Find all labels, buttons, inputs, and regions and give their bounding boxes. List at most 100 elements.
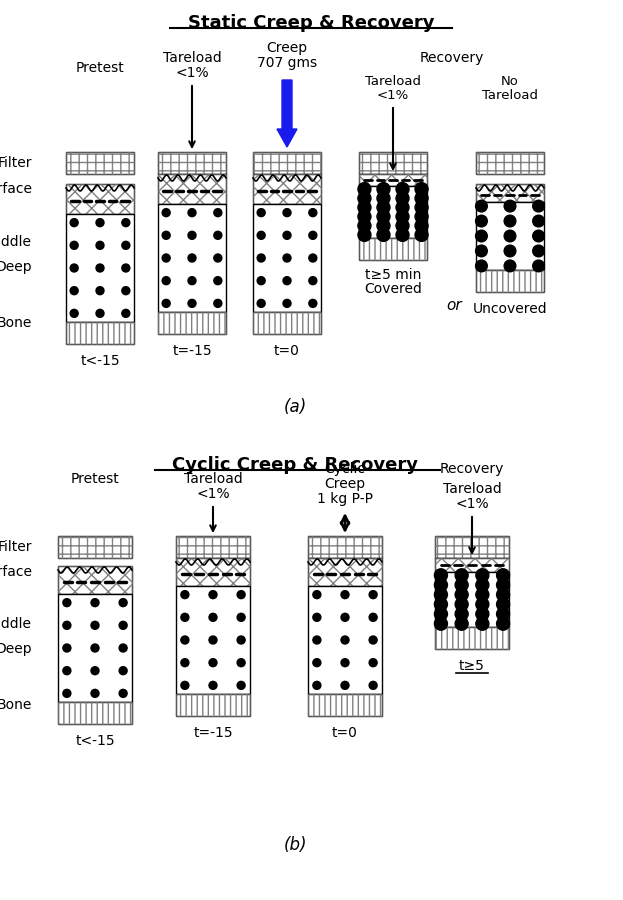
- Circle shape: [476, 579, 489, 591]
- Circle shape: [96, 219, 104, 227]
- Circle shape: [283, 231, 291, 239]
- Bar: [476, 152, 544, 174]
- Text: t<-15: t<-15: [75, 734, 115, 748]
- Circle shape: [188, 254, 196, 262]
- Circle shape: [497, 569, 510, 581]
- Bar: [158, 312, 226, 334]
- Circle shape: [434, 589, 447, 601]
- Text: Deep: Deep: [0, 642, 32, 655]
- Circle shape: [533, 245, 545, 256]
- Circle shape: [396, 210, 409, 223]
- Text: Recovery: Recovery: [440, 462, 504, 476]
- Bar: [58, 594, 132, 702]
- Text: t=-15: t=-15: [193, 726, 233, 740]
- Bar: [176, 536, 250, 558]
- Bar: [58, 702, 132, 724]
- Circle shape: [122, 219, 130, 227]
- Circle shape: [119, 689, 127, 698]
- Text: Deep: Deep: [0, 259, 32, 274]
- Bar: [308, 694, 382, 716]
- Circle shape: [63, 621, 71, 629]
- Circle shape: [475, 245, 487, 256]
- Bar: [66, 214, 134, 322]
- Text: Surface: Surface: [0, 565, 32, 579]
- Bar: [66, 184, 134, 214]
- Bar: [176, 694, 250, 716]
- Circle shape: [415, 183, 428, 195]
- Text: Cyclic: Cyclic: [325, 462, 366, 476]
- Circle shape: [181, 636, 189, 644]
- Text: Pretest: Pretest: [75, 61, 125, 75]
- FancyArrow shape: [277, 80, 297, 147]
- Circle shape: [415, 201, 428, 214]
- Circle shape: [396, 220, 409, 232]
- Bar: [176, 558, 250, 586]
- Bar: [66, 184, 134, 214]
- Text: Filter: Filter: [0, 156, 32, 170]
- Text: Uncovered: Uncovered: [473, 302, 548, 316]
- Circle shape: [63, 598, 71, 607]
- Circle shape: [70, 287, 78, 294]
- Circle shape: [91, 644, 99, 652]
- Circle shape: [504, 230, 516, 242]
- Circle shape: [96, 310, 104, 318]
- Bar: [359, 152, 427, 174]
- Circle shape: [497, 617, 510, 630]
- Bar: [476, 184, 544, 202]
- Circle shape: [476, 569, 489, 581]
- Circle shape: [341, 613, 349, 621]
- Circle shape: [358, 220, 371, 232]
- Bar: [58, 536, 132, 558]
- Circle shape: [70, 219, 78, 227]
- Text: 707 gms: 707 gms: [257, 56, 317, 70]
- Circle shape: [91, 667, 99, 675]
- Circle shape: [209, 659, 217, 667]
- Text: Surface: Surface: [0, 182, 32, 196]
- Circle shape: [96, 264, 104, 272]
- Bar: [58, 536, 132, 558]
- Circle shape: [122, 310, 130, 318]
- Circle shape: [455, 617, 468, 630]
- Bar: [359, 186, 427, 238]
- Bar: [359, 174, 427, 186]
- Bar: [253, 312, 321, 334]
- Circle shape: [476, 598, 489, 611]
- Circle shape: [358, 201, 371, 214]
- Text: <1%: <1%: [175, 66, 209, 80]
- Bar: [176, 586, 250, 694]
- Bar: [435, 536, 509, 558]
- Bar: [158, 174, 226, 204]
- Text: No: No: [501, 75, 519, 88]
- Circle shape: [396, 201, 409, 214]
- Bar: [158, 204, 226, 312]
- Circle shape: [237, 681, 245, 689]
- Circle shape: [434, 569, 447, 581]
- Circle shape: [119, 598, 127, 607]
- Text: t=-15: t=-15: [172, 344, 212, 358]
- Circle shape: [415, 229, 428, 241]
- Bar: [308, 694, 382, 716]
- Bar: [308, 558, 382, 586]
- Circle shape: [377, 229, 390, 241]
- Bar: [58, 566, 132, 594]
- Bar: [158, 152, 226, 174]
- Text: (b): (b): [283, 836, 307, 854]
- Bar: [435, 558, 509, 572]
- Bar: [253, 174, 321, 204]
- Bar: [476, 202, 544, 270]
- Bar: [58, 702, 132, 724]
- Circle shape: [181, 590, 189, 598]
- Circle shape: [209, 636, 217, 644]
- Circle shape: [476, 608, 489, 620]
- Circle shape: [237, 613, 245, 621]
- Circle shape: [497, 608, 510, 620]
- Bar: [66, 152, 134, 174]
- Bar: [435, 627, 509, 649]
- Circle shape: [162, 254, 170, 262]
- Circle shape: [309, 231, 317, 239]
- Circle shape: [91, 689, 99, 698]
- Circle shape: [369, 636, 377, 644]
- Circle shape: [70, 264, 78, 272]
- Bar: [158, 312, 226, 334]
- Bar: [435, 536, 509, 558]
